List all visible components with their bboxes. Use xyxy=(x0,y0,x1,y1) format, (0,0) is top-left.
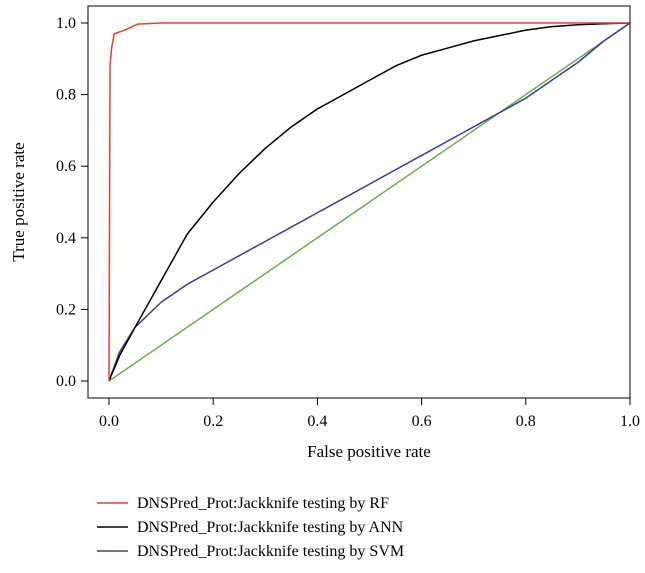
legend: DNSPred_Prot:Jackknife testing by RF DNSP… xyxy=(97,495,404,560)
x-tick-label: 0.2 xyxy=(203,413,223,430)
y-axis: 0.0 0.2 0.4 0.6 0.8 1.0 xyxy=(56,15,88,390)
plot-area xyxy=(108,22,631,382)
y-tick-label: 0.0 xyxy=(56,373,76,390)
y-axis-title: True positive rate xyxy=(9,142,28,261)
series-line-1 xyxy=(108,22,631,382)
y-tick-label: 0.8 xyxy=(56,87,76,104)
legend-label: DNSPred_Prot:Jackknife testing by ANN xyxy=(137,519,404,536)
y-tick-label: 1.0 xyxy=(56,15,76,32)
x-tick-label: 0.8 xyxy=(516,413,536,430)
series-line-0 xyxy=(108,22,630,382)
x-axis-title: False positive rate xyxy=(307,442,431,461)
x-tick-label: 0.6 xyxy=(412,413,432,430)
plot-frame xyxy=(87,5,631,399)
series-line-2 xyxy=(108,22,631,382)
x-tick-label: 0.4 xyxy=(307,413,327,430)
x-axis: 0.0 0.2 0.4 0.6 0.8 1.0 xyxy=(99,398,640,430)
y-tick-label: 0.6 xyxy=(56,158,76,175)
y-tick-label: 0.4 xyxy=(56,230,76,247)
x-tick-label: 0.0 xyxy=(99,413,119,430)
legend-label: DNSPred_Prot:Jackknife testing by RF xyxy=(137,495,389,512)
y-tick-label: 0.2 xyxy=(56,301,76,318)
series-line-3 xyxy=(108,22,631,382)
legend-label: DNSPred_Prot:Jackknife testing by SVM xyxy=(137,543,404,560)
x-tick-label: 1.0 xyxy=(620,413,640,430)
